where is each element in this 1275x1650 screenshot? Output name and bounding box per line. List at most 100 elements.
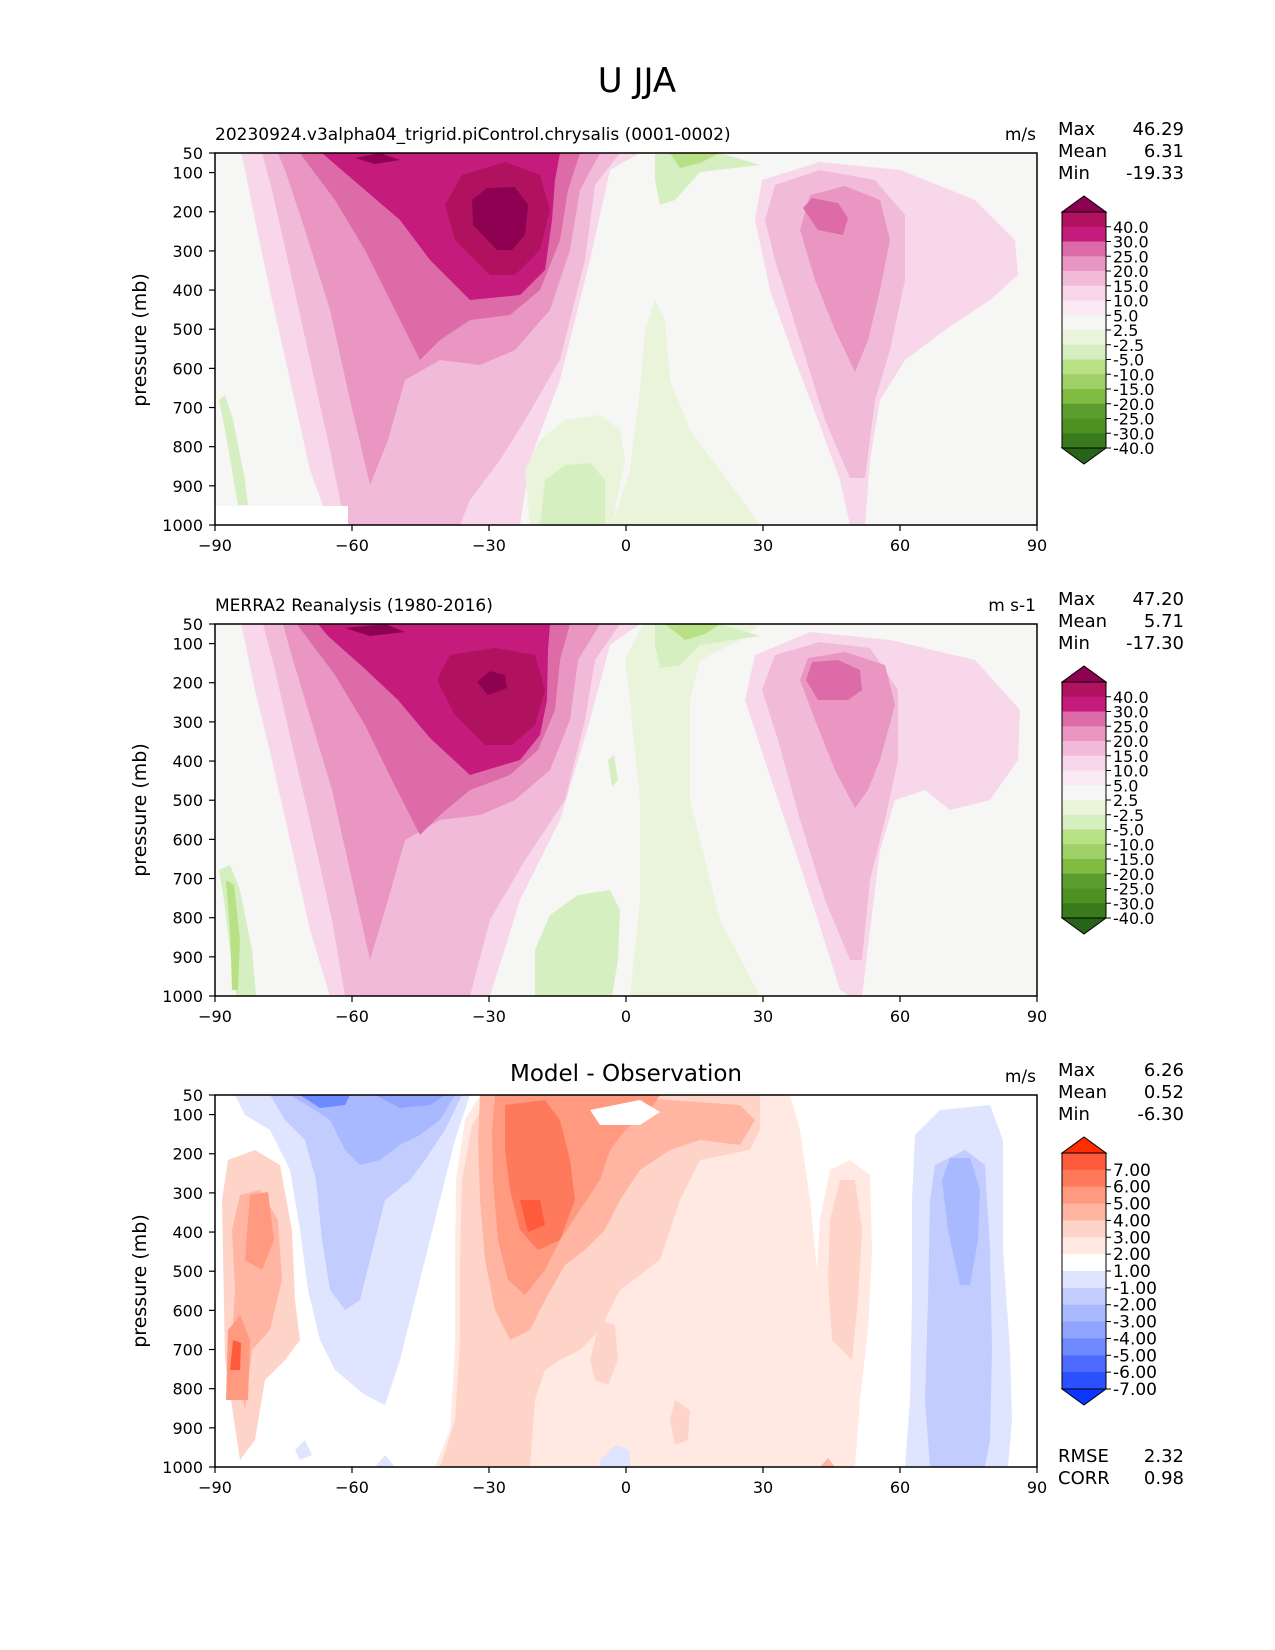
model-contours xyxy=(215,153,1037,525)
diff-red-blob-b xyxy=(670,1400,690,1445)
diff-corr-label: CORR xyxy=(1058,1468,1110,1489)
colorbar-swatch xyxy=(1062,1287,1106,1306)
colorbar-tick-label: 5.00 xyxy=(1113,1195,1151,1215)
colorbar-swatch xyxy=(1062,696,1106,712)
diff-antarctic-red-4 xyxy=(245,1192,274,1270)
colorbar-swatch xyxy=(1062,711,1106,727)
x-tick-label: 90 xyxy=(1027,536,1047,555)
obs-contours xyxy=(215,624,1037,996)
model-antarctic-mask xyxy=(215,506,348,525)
diff-max-value: 6.26 xyxy=(1144,1060,1184,1081)
y-tick-label: 600 xyxy=(172,1301,203,1320)
y-tick-label: 900 xyxy=(172,948,203,967)
model-stats: Max 46.29 Mean 6.31 Min -19.33 xyxy=(1058,119,1184,184)
colorbar-swatch xyxy=(1062,1203,1106,1221)
colorbar-swatch xyxy=(1062,888,1106,904)
colorbar-tick-label: 2.5 xyxy=(1113,791,1138,810)
obs-min-label: Min xyxy=(1058,633,1090,654)
model-south-lower-core xyxy=(540,463,605,525)
obs-green-blob xyxy=(608,755,618,787)
colorbar-swatch xyxy=(1062,903,1106,919)
diff-contours xyxy=(215,1095,1037,1467)
colorbar-swatch xyxy=(1062,1169,1106,1188)
colorbar-tick-label: 20.0 xyxy=(1113,262,1149,281)
obs-units: m s-1 xyxy=(988,596,1036,616)
y-tick-label: 50 xyxy=(183,615,203,634)
colorbar-swatch xyxy=(1062,1153,1106,1171)
colorbar-tick-label: 40.0 xyxy=(1113,688,1149,707)
colorbar-extend-bottom xyxy=(1060,917,1108,935)
y-tick-label: 200 xyxy=(172,674,203,693)
diff-min-value: -6.30 xyxy=(1137,1104,1184,1125)
colorbar-tick-label: -6.00 xyxy=(1113,1363,1157,1383)
model-tropical-green xyxy=(612,300,760,525)
colorbar-swatch xyxy=(1062,770,1106,786)
colorbar-tick-label: -5.00 xyxy=(1113,1346,1157,1366)
colorbar-tick-label: -15.0 xyxy=(1113,380,1154,399)
colorbar-swatch xyxy=(1062,226,1106,242)
diff-stats: Max 6.26 Mean 0.52 Min -6.30 RMSE 2.32 C… xyxy=(1058,1060,1184,1489)
obs-mean-value: 5.71 xyxy=(1144,611,1184,632)
model-min-value: -19.33 xyxy=(1126,163,1184,184)
colorbar-swatch xyxy=(1062,374,1106,390)
model-ylabel: pressure (mb) xyxy=(129,273,151,407)
model-units: m/s xyxy=(1005,125,1036,145)
colorbar-swatch xyxy=(1062,829,1106,845)
y-tick-label: 50 xyxy=(183,144,203,163)
colorbar-swatch xyxy=(1062,359,1106,375)
x-tick-label: −90 xyxy=(198,536,232,555)
obs-ylabel: pressure (mb) xyxy=(129,743,151,877)
colorbar-tick-label: -40.0 xyxy=(1113,909,1154,928)
colorbar-tick-label: 5.0 xyxy=(1113,306,1138,325)
y-tick-label: 400 xyxy=(172,1223,203,1242)
x-tick-label: 30 xyxy=(753,1478,773,1497)
colorbar-tick-label: 25.0 xyxy=(1113,247,1149,266)
y-tick-label: 300 xyxy=(172,242,203,261)
y-tick-label: 300 xyxy=(172,713,203,732)
model-south-jet-40 xyxy=(472,187,528,250)
diff-tropical-red-6 xyxy=(520,1200,545,1232)
colorbar-tick-label: -4.00 xyxy=(1113,1329,1157,1349)
y-tick-label: 600 xyxy=(172,359,203,378)
colorbar-tick-label: 1.00 xyxy=(1113,1262,1151,1282)
colorbar-tick-label: -10.0 xyxy=(1113,835,1154,854)
colorbar-tick-label: 7.00 xyxy=(1113,1161,1151,1181)
y-tick-label: 400 xyxy=(172,281,203,300)
diff-mean-value: 0.52 xyxy=(1144,1082,1184,1103)
obs-max-value: 47.20 xyxy=(1132,589,1184,610)
diff-arctic-blue-3 xyxy=(942,1158,980,1285)
colorbar-swatch xyxy=(1062,1338,1106,1356)
obs-south-jet-40 xyxy=(477,671,507,695)
colorbar-tick-label: -30.0 xyxy=(1113,424,1154,443)
model-north-jet-20 xyxy=(803,198,848,235)
y-tick-label: 500 xyxy=(172,791,203,810)
x-tick-label: −30 xyxy=(472,1478,506,1497)
diff-rmse-label: RMSE xyxy=(1058,1446,1109,1467)
colorbar-tick-label: -10.0 xyxy=(1113,365,1154,384)
colorbar-extend-top xyxy=(1060,195,1108,213)
colorbar-tick-label: -40.0 xyxy=(1113,439,1154,458)
panel-diff: Model - Observation m/s pressure (mb) −9… xyxy=(129,1060,1184,1497)
x-tick-label: 0 xyxy=(621,536,631,555)
model-max-value: 46.29 xyxy=(1132,119,1184,140)
diff-colorbar: 7.006.005.004.003.002.001.00-1.00-2.00-3… xyxy=(1060,1136,1157,1406)
colorbar-tick-label: -7.00 xyxy=(1113,1380,1157,1400)
colorbar-tick-label: -25.0 xyxy=(1113,880,1154,899)
diff-southern-blue-2 xyxy=(270,1095,462,1310)
colorbar-tick-label: 6.00 xyxy=(1113,1178,1151,1198)
colorbar-swatch xyxy=(1062,755,1106,771)
colorbar-tick-label: -3.00 xyxy=(1113,1313,1157,1333)
obs-south-jet-30 xyxy=(437,648,545,745)
obs-north-jet-20 xyxy=(806,660,862,700)
colorbar-tick-label: 30.0 xyxy=(1113,703,1149,722)
colorbar-swatch xyxy=(1062,1186,1106,1205)
y-tick-label: 400 xyxy=(172,752,203,771)
colorbar-swatch xyxy=(1062,418,1106,434)
model-south-jet-40b xyxy=(355,153,400,164)
x-tick-label: −30 xyxy=(472,536,506,555)
colorbar-swatch xyxy=(1062,403,1106,419)
colorbar-swatch xyxy=(1062,682,1106,698)
